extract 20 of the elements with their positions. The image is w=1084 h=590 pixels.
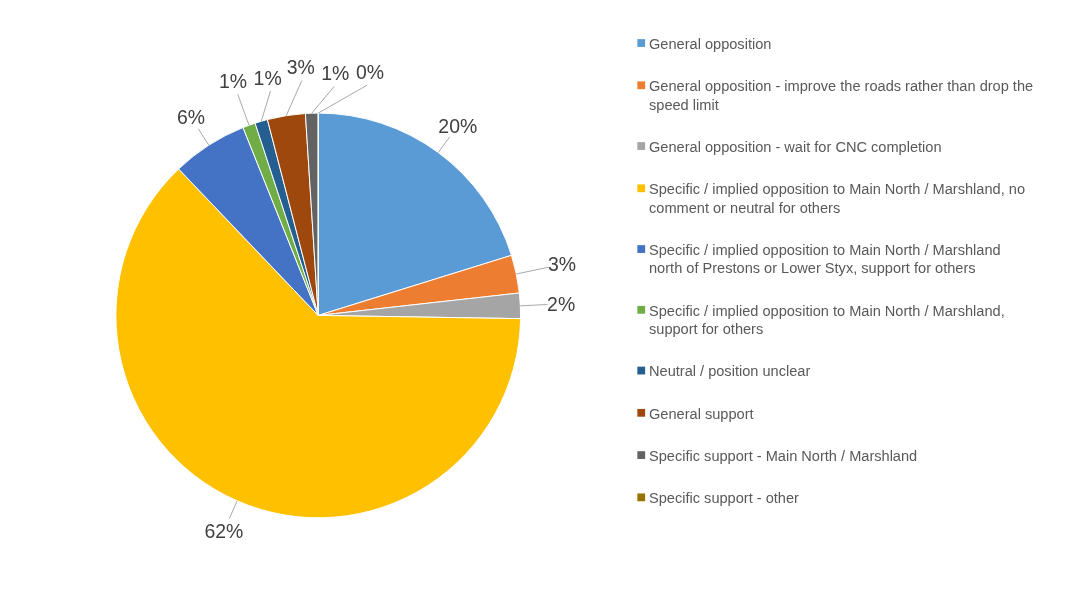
data-label: 62% xyxy=(204,520,244,543)
data-label: 6% xyxy=(176,106,205,129)
legend-label: Specific / implied opposition to Main North / Marshland, support for others xyxy=(649,302,1005,338)
legend-label: Specific / implied opposition to Main North / Marshland north of Prestons or Lower Styx, support for others xyxy=(649,241,1001,277)
legend-label: General opposition - wait for CNC completion xyxy=(649,138,942,155)
data-label: 1% xyxy=(321,61,350,84)
legend-label: General support xyxy=(649,405,754,422)
data-label: 2% xyxy=(547,292,576,315)
data-label: 20% xyxy=(438,114,478,137)
data-label: 3% xyxy=(547,253,577,276)
legend-label: General opposition - improve the roads rather than drop the speed limit xyxy=(649,78,1034,113)
legend-label: Specific / implied opposition to Main North / Marshland, no comment or neutral for others xyxy=(649,181,1025,216)
legend-label: Specific support - other xyxy=(649,490,800,507)
data-label: 1% xyxy=(219,70,248,93)
legend-label: General opposition xyxy=(649,35,772,52)
legend-label: Specific support - Main North / Marshland xyxy=(649,447,918,464)
legend-label: Neutral / position unclear xyxy=(649,363,811,380)
data-label: 3% xyxy=(286,55,315,78)
data-label: 1% xyxy=(253,66,282,89)
text: 0% xyxy=(355,60,385,83)
